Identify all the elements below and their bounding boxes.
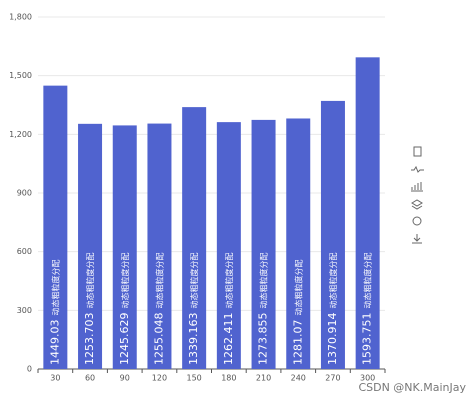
value-label: 1255.048 — [152, 313, 165, 366]
value-label: 1593.751 — [361, 313, 374, 366]
bar-icon[interactable] — [411, 182, 423, 192]
bar — [78, 123, 103, 369]
bar — [251, 119, 276, 369]
x-tick-label: 150 — [187, 374, 202, 383]
x-tick-label: 180 — [221, 374, 236, 383]
bar-label: 1370.914 动态粗粒度分配 — [326, 253, 339, 366]
value-label: 1245.629 — [118, 313, 131, 366]
y-tick-label: 1,800 — [9, 13, 32, 22]
series-label: 动态粗粒度分配 — [189, 253, 199, 309]
series-label: 动态粗粒度分配 — [223, 253, 233, 309]
y-tick-label: 600 — [17, 247, 32, 256]
series-label: 动态粗粒度分配 — [327, 253, 337, 309]
stack-icon[interactable] — [411, 199, 423, 210]
y-tick-label: 300 — [17, 306, 32, 315]
bar — [355, 57, 380, 370]
bar — [320, 100, 345, 369]
series-label: 动态粗粒度分配 — [293, 260, 303, 316]
x-tick-label: 270 — [325, 374, 340, 383]
bar-label: 1253.703 动态粗粒度分配 — [83, 253, 96, 366]
restore-icon[interactable] — [412, 216, 422, 226]
watermark: CSDN @NK.MainJay — [358, 381, 466, 394]
y-tick-label: 900 — [17, 189, 32, 198]
x-tick-label: 30 — [50, 374, 60, 383]
toolbox — [411, 146, 424, 244]
bar — [43, 85, 68, 370]
series-label: 动态粗粒度分配 — [154, 252, 164, 308]
bar — [112, 125, 137, 369]
y-tick-label: 0 — [27, 365, 32, 374]
bar-label: 1449.03 动态粗粒度分配 — [48, 260, 61, 366]
x-tick-label: 60 — [85, 374, 95, 383]
bar-label: 1593.751 动态粗粒度分配 — [361, 253, 374, 366]
bar-label: 1255.048 动态粗粒度分配 — [152, 252, 165, 365]
bar-label: 1245.629 动态粗粒度分配 — [118, 253, 131, 366]
value-label: 1449.03 — [48, 320, 61, 366]
bar-label: 1262.411 动态粗粒度分配 — [222, 253, 235, 366]
value-label: 1370.914 — [326, 313, 339, 366]
value-label: 1281.07 — [291, 320, 304, 366]
x-tick-label: 120 — [152, 374, 167, 383]
series-label: 动态粗粒度分配 — [362, 253, 372, 309]
x-tick-label: 90 — [120, 374, 130, 383]
line-icon[interactable] — [411, 165, 424, 173]
series-label: 动态粗粒度分配 — [50, 260, 60, 316]
y-tick-label: 1,200 — [9, 130, 32, 139]
series-label: 动态粗粒度分配 — [85, 253, 95, 309]
bar-label: 1273.855 动态粗粒度分配 — [257, 253, 270, 366]
value-label: 1253.703 — [83, 313, 96, 366]
bar-label: 1339.163 动态粗粒度分配 — [187, 253, 200, 366]
data-view-icon[interactable] — [413, 146, 422, 157]
value-label: 1273.855 — [257, 313, 270, 366]
bar-label: 1281.07 动态粗粒度分配 — [291, 260, 304, 366]
x-tick-label: 210 — [256, 374, 271, 383]
save-icon[interactable] — [412, 234, 422, 244]
bar — [182, 107, 207, 369]
y-tick-label: 1,500 — [9, 71, 32, 80]
value-label: 1262.411 — [222, 313, 235, 366]
bar — [147, 123, 172, 369]
x-tick-label: 300 — [360, 374, 375, 383]
x-tick-label: 240 — [291, 374, 306, 383]
value-label: 1339.163 — [187, 313, 200, 366]
series-label: 动态粗粒度分配 — [119, 253, 129, 309]
series-label: 动态粗粒度分配 — [258, 253, 268, 309]
bar — [286, 118, 311, 369]
bar — [216, 122, 241, 370]
